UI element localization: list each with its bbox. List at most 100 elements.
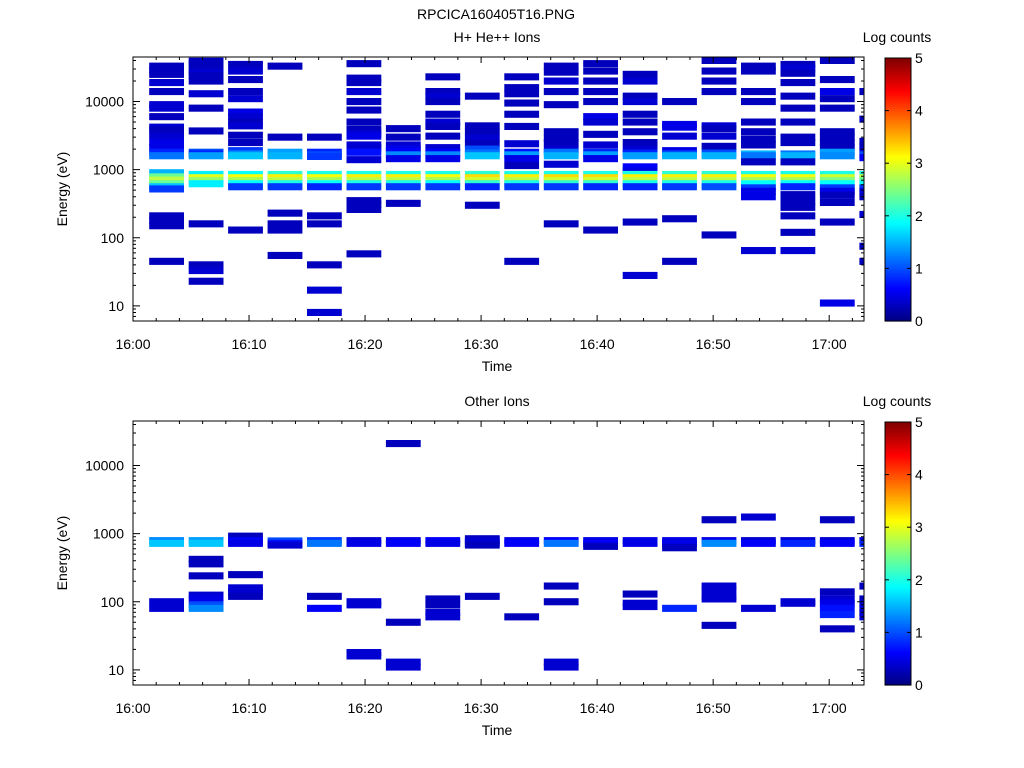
colorbar-segment <box>885 573 911 577</box>
colorbar-segment <box>885 235 911 239</box>
heatmap-cell <box>228 226 263 234</box>
heatmap-cell <box>622 77 658 85</box>
heatmap-cell <box>701 77 737 85</box>
heatmap-cell <box>543 62 579 70</box>
heatmap-cell <box>464 592 500 600</box>
heatmap-cell <box>583 141 618 149</box>
colorbar-segment <box>885 277 911 280</box>
colorbar-segment <box>885 636 911 640</box>
heatmap-cell <box>859 187 864 195</box>
colorbar-segment <box>885 649 911 653</box>
heatmap-cell <box>149 604 184 612</box>
colorbar-segment <box>885 443 911 447</box>
colorbar-segment <box>885 253 911 256</box>
heatmap-cell <box>741 135 776 143</box>
heatmap-cell <box>583 98 618 106</box>
colorbar-segment <box>885 66 911 70</box>
colorbar-segment <box>885 119 911 123</box>
colorbar-segment <box>885 465 911 469</box>
heatmap-cell <box>543 134 579 142</box>
heatmap-cell <box>701 586 737 594</box>
x-tick-label: 17:00 <box>812 700 847 716</box>
heatmap-cell <box>149 144 184 152</box>
colorbar-tick-label: 1 <box>915 624 923 640</box>
colorbar-segment <box>885 474 911 478</box>
panel-title: H+ He++ Ions <box>454 29 541 45</box>
heatmap-cell <box>425 122 461 130</box>
heatmap-cell <box>859 210 864 218</box>
heatmap-cell <box>622 110 658 118</box>
colorbar-segment <box>885 450 911 454</box>
colorbar-segment <box>885 579 911 583</box>
heatmap-cell <box>149 88 184 96</box>
colorbar-segment <box>885 167 911 171</box>
colorbar-segment <box>885 581 911 585</box>
colorbar-segment <box>885 310 911 313</box>
heatmap-cell <box>267 62 303 70</box>
colorbar-segment <box>885 430 911 434</box>
colorbar-segment <box>885 500 911 504</box>
colorbar-segment <box>885 625 911 629</box>
heatmap-cell <box>543 77 579 85</box>
heatmap-cell <box>622 139 658 147</box>
heatmap-cell <box>385 183 421 191</box>
heatmap-cell <box>228 131 263 139</box>
colorbar-segment <box>885 279 911 283</box>
colorbar-segment <box>885 189 911 193</box>
heatmap-cell <box>701 539 737 547</box>
heatmap-cell <box>504 183 540 191</box>
heatmap-cell <box>622 590 658 598</box>
x-tick-label: 16:10 <box>232 700 267 716</box>
panel-title: Other Ions <box>464 393 529 409</box>
heatmap-cell <box>346 74 382 82</box>
panel-h-he-ions: H+ He++ Ions 16:00 16:10 16:20 16:30 16:40 16:… <box>54 29 931 374</box>
colorbar-segment <box>885 211 911 215</box>
colorbar-segment <box>885 226 911 230</box>
colorbar-segment <box>885 110 911 114</box>
heatmap-cell <box>504 99 540 107</box>
colorbar-segment <box>885 191 911 195</box>
heatmap-cell <box>543 88 579 96</box>
heatmap-cell <box>346 118 382 126</box>
heatmap-cell <box>741 62 776 70</box>
colorbar-segment <box>885 130 911 134</box>
heatmap-cell <box>741 98 776 106</box>
colorbar-segment <box>885 88 911 92</box>
colorbar-segment <box>885 231 911 234</box>
colorbar-segment <box>885 619 911 623</box>
colorbar-segment <box>885 73 911 77</box>
colorbar-segment <box>885 228 911 232</box>
heatmap-cell <box>819 139 855 147</box>
heatmap-cell <box>307 308 342 316</box>
heatmap-cell <box>819 198 855 206</box>
heatmap-cell <box>622 183 658 191</box>
heatmap-cell <box>228 95 263 103</box>
heatmap-cell <box>464 128 500 136</box>
heatmap-cell <box>741 158 776 166</box>
heatmap-cell <box>346 183 382 191</box>
heatmap-cell <box>464 541 500 549</box>
colorbar-segment <box>885 242 911 245</box>
colorbar-segment <box>885 452 911 456</box>
heatmap-cell <box>188 595 224 603</box>
heatmap-cell <box>780 228 816 236</box>
heatmap-cell <box>149 539 184 547</box>
heatmap-cell <box>780 247 816 255</box>
heatmap-cell <box>583 77 618 85</box>
colorbar-segment <box>885 527 911 530</box>
heatmap-cell <box>622 218 658 226</box>
heatmap-cell <box>741 180 776 188</box>
heatmap-cell <box>741 141 776 149</box>
panel-other-ions: Other Ions 16:00 16:10 16:20 16:30 16:40 16:50… <box>54 393 931 738</box>
heatmap-cell <box>307 604 342 612</box>
colorbar-tick-label: 5 <box>915 414 923 430</box>
heatmap-cell <box>385 440 421 448</box>
heatmap-cell <box>346 652 382 660</box>
colorbar-segment <box>885 86 911 90</box>
colorbar-segment <box>885 426 911 430</box>
y-axis-label: Energy (eV) <box>54 152 70 227</box>
colorbar-segment <box>885 259 911 263</box>
heatmap-cell <box>622 167 658 175</box>
heatmap-cell <box>662 215 697 223</box>
colorbar-tick-label: 2 <box>915 208 923 224</box>
